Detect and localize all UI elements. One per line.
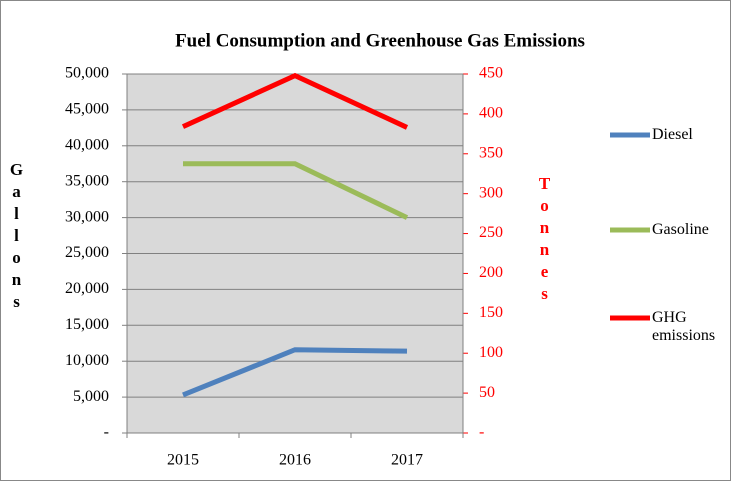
- y2-tick-label: 350: [479, 144, 503, 161]
- legend-label: GHG emissions: [652, 309, 716, 344]
- y2-axis-label: Tonnes: [535, 174, 554, 306]
- series-line: [181, 72, 409, 130]
- series-line: [182, 347, 408, 398]
- y2-tick-label: -: [479, 424, 484, 441]
- series-line: [183, 161, 409, 220]
- y-axis-label: Gallons: [7, 160, 26, 314]
- y2-tick-label: 400: [479, 105, 503, 122]
- legend-label: Diesel: [652, 126, 693, 143]
- y-tick-label: -: [104, 424, 109, 441]
- x-tick-label: 2016: [279, 452, 311, 469]
- y2-tick-label: 50: [479, 384, 495, 401]
- y-tick-label: 5,000: [73, 388, 109, 405]
- y2-tick-label: 150: [479, 304, 503, 321]
- y-tick-label: 30,000: [65, 208, 109, 225]
- y2-tick-label: 450: [479, 65, 503, 82]
- chart-title: Fuel Consumption and Greenhouse Gas Emis…: [175, 30, 585, 51]
- y2-tick-label: 250: [479, 224, 503, 241]
- y-tick-label: 45,000: [65, 101, 109, 118]
- y-tick-label: 15,000: [65, 316, 109, 333]
- y-tick-label: 10,000: [65, 352, 109, 369]
- y-tick-label: 50,000: [65, 65, 109, 82]
- x-tick-label: 2017: [391, 452, 423, 469]
- y2-tick-label: 300: [479, 184, 503, 201]
- y-tick-label: 25,000: [65, 244, 109, 261]
- y2-tick-label: 100: [479, 344, 503, 361]
- y2-tick-label: 200: [479, 264, 503, 281]
- y-tick-label: 20,000: [65, 280, 109, 297]
- x-tick-label: 2015: [167, 452, 199, 469]
- legend-label: Gasoline: [652, 221, 709, 238]
- y-tick-label: 40,000: [65, 136, 109, 153]
- y-tick-label: 35,000: [65, 172, 109, 189]
